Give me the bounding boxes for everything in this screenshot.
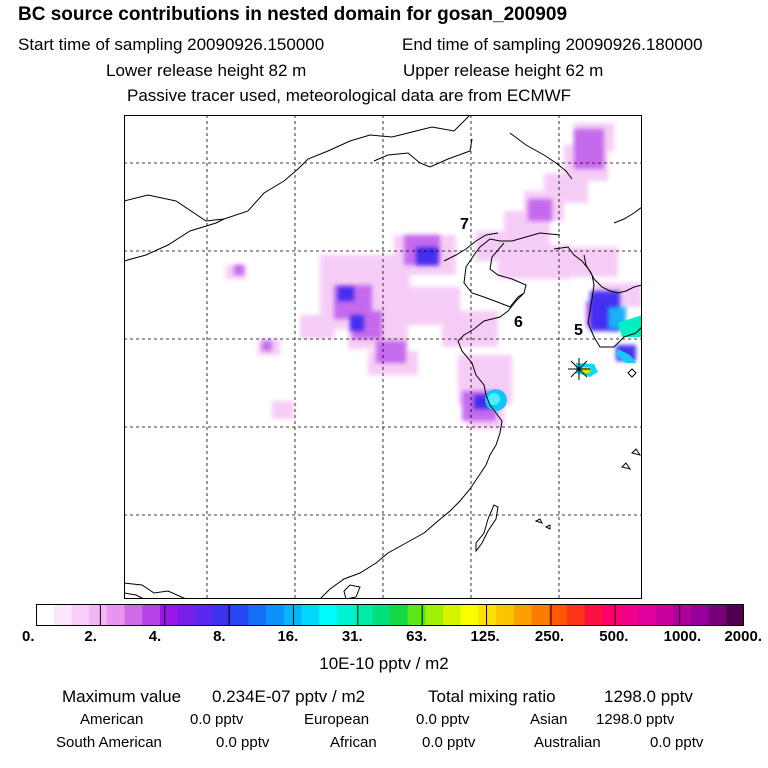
colorbar-cell — [248, 604, 267, 626]
colorbar-tick-label: 2000. — [724, 628, 762, 645]
colorbar-tick-label: 16. — [277, 628, 299, 645]
colorbar-cell — [266, 604, 285, 626]
colorbar-cell — [637, 604, 656, 626]
colorbar-cell — [106, 604, 125, 626]
colorbar-cell — [425, 604, 444, 626]
region-value-australian: 0.0 pptv — [650, 734, 704, 751]
colorbar-tick-label: 0. — [22, 628, 35, 645]
colorbar-cell — [213, 604, 231, 626]
upper-release-height: Upper release height 62 m — [403, 61, 604, 80]
colorbar-cell — [71, 604, 90, 626]
colorbar-cell — [602, 604, 621, 626]
colorbar-cell — [390, 604, 408, 626]
colorbar-tick-label: 125. — [470, 628, 500, 645]
colorbar-tick-label: 500. — [599, 628, 629, 645]
max-value-label: Maximum value — [62, 687, 182, 706]
total-mixing-value: 1298.0 pptv — [604, 687, 693, 706]
colorbar-cell — [726, 604, 744, 626]
colorbar-cell — [673, 604, 692, 626]
trajectory-label-5: 5 — [574, 322, 583, 339]
colorbar-tick-label: 31. — [341, 628, 363, 645]
lat-lon-grid — [124, 115, 642, 599]
region-name-australian: Australian — [534, 734, 601, 751]
colorbar-cell — [177, 604, 196, 626]
region-name-american: American — [80, 711, 144, 728]
trajectory-label-7: 7 — [460, 216, 469, 233]
lower-release-height: Lower release height 82 m — [106, 61, 307, 80]
colorbar-cell — [36, 604, 54, 626]
colorbar-cell — [319, 604, 338, 626]
colorbar-tick-label: 8. — [213, 628, 226, 645]
colorbar-cell — [407, 604, 426, 626]
total-mixing-label: Total mixing ratio — [428, 687, 556, 706]
region-name-asian: Asian — [530, 711, 568, 728]
colorbar-cell — [142, 604, 161, 626]
source-contribution-map: 7 6 5 — [124, 115, 642, 599]
colorbar-cell — [567, 604, 585, 626]
colorbar-cell — [124, 604, 143, 626]
colorbar-tick-label: 4. — [148, 628, 162, 645]
colorbar-cell — [496, 604, 515, 626]
colorbar-cell — [53, 604, 72, 626]
region-name-south-american: South American — [56, 734, 162, 751]
end-time-label: End time of sampling 20090926.180000 — [402, 35, 703, 54]
plot-title: BC source contributions in nested domain… — [18, 4, 568, 25]
colorbar-cell — [89, 604, 108, 626]
colorbar-cell — [513, 604, 532, 626]
tracer-note: Passive tracer used, meteorological data… — [127, 86, 572, 105]
colorbar-cell — [655, 604, 674, 626]
colorbar-tick-label: 2. — [84, 628, 97, 645]
colorbar-cell — [301, 604, 320, 626]
start-time-label: Start time of sampling 20090926.150000 — [18, 35, 325, 54]
colorbar-cell — [690, 604, 709, 626]
colorbar-cell — [584, 604, 603, 626]
trajectory-label-6: 6 — [514, 314, 523, 331]
colorbar-cell — [230, 604, 249, 626]
receptor-star-icon — [568, 358, 590, 380]
region-value-south-american: 0.0 pptv — [216, 734, 270, 751]
colorbar-cell — [336, 604, 355, 626]
colorbar-unit: 10E-10 pptv / m2 — [319, 654, 449, 673]
map-frame — [124, 115, 642, 599]
region-value-american: 0.0 pptv — [190, 711, 244, 728]
colorbar-cell — [372, 604, 391, 626]
region-name-european: European — [304, 711, 370, 728]
region-value-african: 0.0 pptv — [422, 734, 476, 751]
colorbar-cell — [159, 604, 178, 626]
colorbar-cell — [283, 604, 302, 626]
max-value: 0.234E-07 pptv / m2 — [212, 687, 366, 706]
colorbar-tick-label: 1000. — [663, 628, 702, 645]
colorbar-cell — [708, 604, 727, 626]
region-value-european: 0.0 pptv — [416, 711, 470, 728]
colorbar-cell — [531, 604, 550, 626]
colorbar-cell — [354, 604, 373, 626]
region-name-african: African — [330, 734, 377, 751]
region-value-asian: 1298.0 pptv — [596, 711, 675, 728]
colorbar-cell — [460, 604, 479, 626]
colorbar-cell — [620, 604, 639, 626]
colorbar-cell — [478, 604, 497, 626]
colorbar-cell — [195, 604, 214, 626]
colorbar-cell — [443, 604, 462, 626]
colorbar-tick-label: 63. — [406, 628, 428, 645]
colorbar-tick-label: 250. — [534, 628, 565, 645]
colorbar — [36, 604, 744, 626]
colorbar-cell — [549, 604, 568, 626]
